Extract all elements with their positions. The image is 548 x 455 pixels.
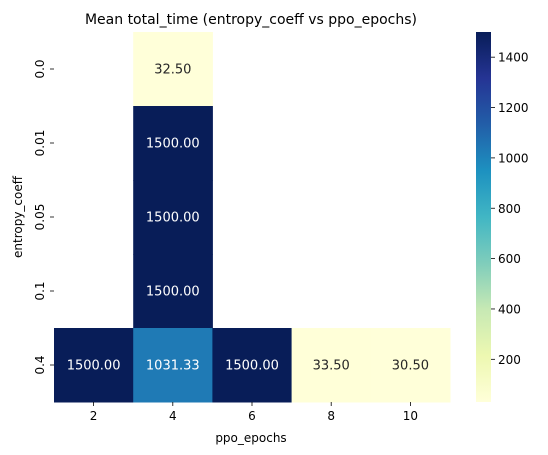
cell-value-label: 1500.00	[67, 359, 121, 374]
colorbar	[476, 32, 491, 402]
colorbar-tick-label: 1200	[498, 101, 529, 115]
colorbar-ticks: 200 400 600 800 1000 1200 1400	[491, 51, 529, 367]
x-axis-label: ppo_epochs	[215, 431, 286, 445]
x-tick-label: 10	[403, 409, 418, 423]
y-axis-label: entropy_coeff	[11, 175, 25, 258]
cell-value-label: 32.50	[154, 63, 191, 78]
x-tick-label: 4	[169, 409, 177, 423]
heatmap-cell	[133, 32, 213, 107]
x-tick-label: 2	[90, 409, 98, 423]
colorbar-tick-label: 400	[498, 302, 521, 316]
colorbar-tick-label: 1400	[498, 51, 529, 65]
y-tick-label: 0.05	[33, 204, 47, 231]
heatmap-cell	[133, 106, 213, 181]
cell-value-label: 1500.00	[146, 285, 200, 300]
heatmap-cell	[133, 254, 213, 329]
x-tick-label: 8	[327, 409, 335, 423]
colorbar-tick-label: 800	[498, 202, 521, 216]
heatmap-cell	[133, 328, 213, 403]
x-tick-label: 6	[248, 409, 256, 423]
cell-value-label: 1500.00	[146, 137, 200, 152]
heatmap-cell	[370, 328, 451, 403]
heatmap-cell	[133, 180, 213, 255]
colorbar-tick-label: 1000	[498, 151, 529, 165]
y-tick-label: 0.0	[33, 59, 47, 78]
heatmap-cell	[54, 328, 134, 403]
cell-value-label: 30.50	[392, 359, 429, 374]
heatmap-cell	[291, 328, 372, 403]
colorbar-tick-label: 200	[498, 353, 521, 367]
heatmap-cell	[212, 328, 293, 403]
y-tick-label: 0.01	[33, 130, 47, 157]
colorbar-tick-label: 600	[498, 252, 521, 266]
cell-value-label: 1031.33	[146, 359, 200, 374]
cell-value-label: 1500.00	[225, 359, 279, 374]
y-tick-label: 0.4	[33, 355, 47, 374]
cell-value-label: 1500.00	[146, 211, 200, 226]
cell-value-label: 33.50	[313, 359, 350, 374]
y-tick-label: 0.1	[33, 281, 47, 300]
x-axis: 2 4 6 8 10	[90, 402, 418, 423]
y-axis: 0.0 0.01 0.05 0.1 0.4	[33, 59, 54, 375]
chart-title: Mean total_time (entropy_coeff vs ppo_ep…	[85, 12, 417, 28]
heatmap-cells: 32.50 1500.00 1500.00 1500.00 1500.00 1031.33…	[54, 32, 451, 403]
